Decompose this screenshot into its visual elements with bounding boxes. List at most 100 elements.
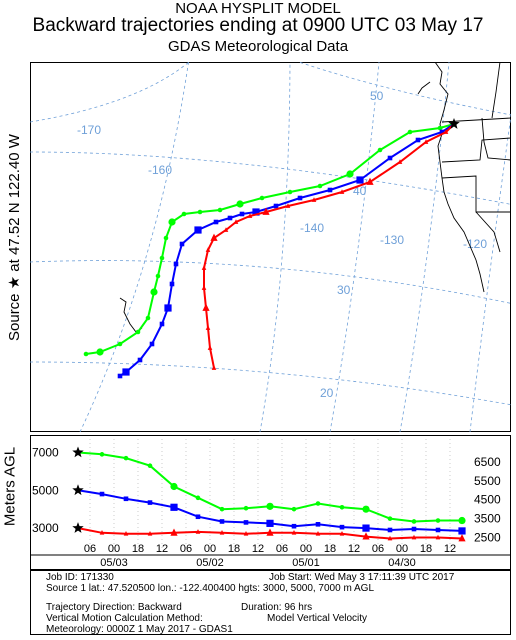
graticule-labels: -170 -160 -140 -130 -120 50 40 30 20 [77,89,487,400]
trajectory-marker [168,218,176,226]
height-series-marker [219,530,225,535]
trajectory-marker [327,187,333,193]
height-series-marker [339,524,345,530]
lat-line-40 [30,151,511,205]
trajectory-marker [236,200,244,208]
trajectory-marker [356,176,364,184]
star-icon [72,522,84,533]
height-series-marker [99,452,105,457]
star-icon [448,118,460,129]
trajectory-marker [122,368,130,376]
x-tick-label: 06 [84,543,96,555]
source-marker [448,118,460,129]
trajectory-marker [205,247,211,252]
trajectory-marker [443,129,449,134]
trajectory-marker [273,203,279,209]
height-series-marker [195,495,201,501]
y-tick-label-right: 5500 [474,474,501,488]
trajectory-marker [150,288,158,296]
date-label: 05/01 [292,557,320,569]
trajectory-marker [415,137,421,143]
trajectory-marker [287,189,293,195]
x-tick-label: 00 [396,543,408,555]
height-series-marker [147,463,153,468]
y-tick-label-left: 3000 [32,521,59,535]
x-tick-label: 12 [444,543,456,555]
height-series-marker [411,519,417,524]
map-frame [30,62,511,432]
y-tick-label-right: 6500 [474,455,501,469]
height-series-marker [266,502,274,510]
map-svg: -170 -160 -140 -130 -120 50 40 30 20 [30,62,511,432]
height-series-marker [339,531,345,536]
height-series-marker [315,501,321,506]
trajectory-marker [159,255,165,261]
height-series-marker [266,519,274,527]
height-series-marker [411,526,417,532]
trajectory-marker [169,281,175,287]
height-series-marker [123,455,129,461]
x-tick-label: 18 [228,543,240,555]
lon-label-160: -160 [148,163,172,177]
trajectory-marker [137,357,143,363]
trajectory-marker [239,211,245,217]
trajectory-marker [297,195,303,201]
date-label: 05/03 [100,557,128,569]
height-series-marker [411,534,417,540]
run-info-panel: Job ID: 171330 Job Start: Wed May 3 17:1… [30,570,511,635]
trajectory-marker [339,189,345,194]
trajectory-marker [179,241,185,247]
height-series-marker [243,505,249,511]
x-tick-label: 06 [372,543,384,555]
x-tick-label: 18 [132,543,144,555]
oregon-border [441,137,511,163]
model-title: NOAA HYSPLIT MODEL [175,0,341,17]
profile-svg: 7000 5000 3000 6500 5500 4500 3500 2500 06 00 18 12… [30,435,511,570]
height-series-marker [458,527,466,535]
trajectory-marker [163,235,169,241]
y-axis-title: Meters AGL [1,446,19,527]
height-series-marker [147,500,153,505]
x-tick-label: 00 [204,543,216,555]
lon-line-160 [79,62,189,432]
height-series-marker [387,516,393,521]
trajectory-marker [259,195,265,201]
trajectory-marker [437,125,443,131]
trajectory-marker [149,341,155,347]
job-id: Job ID: 171330 [46,572,114,583]
star-icon [72,446,84,458]
height-series-marker [339,504,345,510]
vertical-motion-method: Vertical Motion Calculation Method: [46,613,203,624]
y-tick-label-right: 4500 [474,493,501,507]
profile-series [72,446,466,542]
height-series-marker [387,527,393,533]
trajectory-marker [164,304,172,312]
y-tick-label-left: 7000 [32,445,59,459]
y-tick-label-left: 5000 [32,483,59,497]
height-series-marker [219,519,225,524]
trajectory-title: Backward trajectories ending at 0900 UTC… [32,15,484,36]
trajectory-marker [397,159,403,164]
lon-line-150 [259,62,291,432]
height-series-marker [99,530,105,535]
x-tick-label: 12 [156,543,168,555]
lon-label-140: -140 [300,221,324,235]
trajectory-marker [145,315,151,321]
height-series-marker [458,516,466,525]
trajectory-direction: Trajectory Direction: Backward [46,602,182,613]
height-series-marker [219,506,225,512]
height-series-marker [315,522,321,527]
height-series-marker [435,534,441,540]
profile-axis-labels: 7000 5000 3000 6500 5500 4500 3500 2500 06 00 18 12… [32,445,501,569]
trajectory-marker [439,129,445,135]
height-series-marker [291,530,297,535]
trajectory-marker [233,219,239,224]
lon-label-170: -170 [77,123,101,137]
trajectory-marker [262,207,270,215]
trajectory-line-1 [119,123,455,377]
trajectory-marker [96,348,104,356]
height-series-marker [147,531,153,536]
duration: Duration: 96 hrs [241,602,313,613]
lon-line-170 [30,62,190,123]
trajectory-marker [210,233,218,241]
